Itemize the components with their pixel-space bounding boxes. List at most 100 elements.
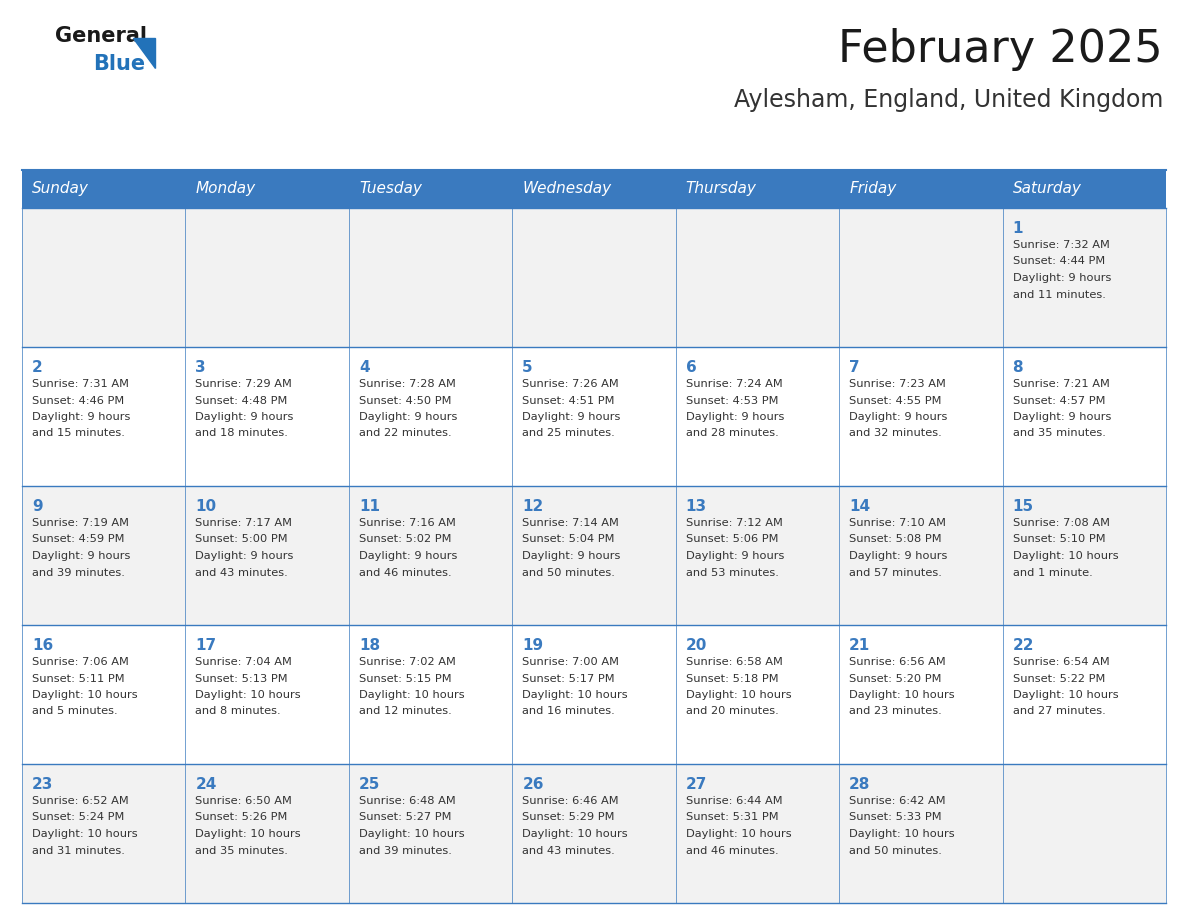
Text: 20: 20 xyxy=(685,638,707,653)
Text: and 5 minutes.: and 5 minutes. xyxy=(32,707,118,717)
Text: 16: 16 xyxy=(32,638,53,653)
Bar xyxy=(23,486,1165,625)
Text: Sunrise: 7:29 AM: Sunrise: 7:29 AM xyxy=(196,379,292,389)
Text: Daylight: 10 hours: Daylight: 10 hours xyxy=(32,829,138,839)
Text: Sunrise: 7:08 AM: Sunrise: 7:08 AM xyxy=(1012,518,1110,528)
Text: Sunrise: 6:58 AM: Sunrise: 6:58 AM xyxy=(685,657,783,667)
Text: Sunset: 5:17 PM: Sunset: 5:17 PM xyxy=(523,674,615,684)
Text: Sunset: 4:57 PM: Sunset: 4:57 PM xyxy=(1012,396,1105,406)
Text: Sunset: 5:24 PM: Sunset: 5:24 PM xyxy=(32,812,125,823)
Text: Aylesham, England, United Kingdom: Aylesham, England, United Kingdom xyxy=(734,88,1163,112)
Text: Monday: Monday xyxy=(196,182,255,196)
Text: Daylight: 10 hours: Daylight: 10 hours xyxy=(849,829,955,839)
Text: 4: 4 xyxy=(359,360,369,375)
Text: Daylight: 9 hours: Daylight: 9 hours xyxy=(1012,412,1111,422)
Text: 18: 18 xyxy=(359,638,380,653)
Text: and 39 minutes.: and 39 minutes. xyxy=(359,845,451,856)
Bar xyxy=(23,170,185,208)
Text: 22: 22 xyxy=(1012,638,1034,653)
Text: Sunrise: 7:10 AM: Sunrise: 7:10 AM xyxy=(849,518,946,528)
Text: and 46 minutes.: and 46 minutes. xyxy=(359,567,451,577)
Text: and 20 minutes.: and 20 minutes. xyxy=(685,707,778,717)
Text: Wednesday: Wednesday xyxy=(523,182,612,196)
Text: and 46 minutes.: and 46 minutes. xyxy=(685,845,778,856)
Text: Sunrise: 7:14 AM: Sunrise: 7:14 AM xyxy=(523,518,619,528)
Text: and 50 minutes.: and 50 minutes. xyxy=(849,845,942,856)
Text: 3: 3 xyxy=(196,360,206,375)
Text: Sunset: 5:29 PM: Sunset: 5:29 PM xyxy=(523,812,614,823)
Text: Sunrise: 7:04 AM: Sunrise: 7:04 AM xyxy=(196,657,292,667)
Text: and 53 minutes.: and 53 minutes. xyxy=(685,567,778,577)
Text: Sunrise: 7:16 AM: Sunrise: 7:16 AM xyxy=(359,518,456,528)
Text: 12: 12 xyxy=(523,499,544,514)
Text: Sunset: 5:10 PM: Sunset: 5:10 PM xyxy=(1012,534,1105,544)
Text: Sunrise: 7:31 AM: Sunrise: 7:31 AM xyxy=(32,379,129,389)
Text: Sunset: 5:06 PM: Sunset: 5:06 PM xyxy=(685,534,778,544)
Text: Sunset: 5:33 PM: Sunset: 5:33 PM xyxy=(849,812,942,823)
Text: Sunrise: 7:23 AM: Sunrise: 7:23 AM xyxy=(849,379,946,389)
Text: and 31 minutes.: and 31 minutes. xyxy=(32,845,125,856)
Text: Thursday: Thursday xyxy=(685,182,757,196)
Text: 8: 8 xyxy=(1012,360,1023,375)
Text: 24: 24 xyxy=(196,777,216,792)
Text: 17: 17 xyxy=(196,638,216,653)
Text: Daylight: 10 hours: Daylight: 10 hours xyxy=(685,690,791,700)
Bar xyxy=(23,208,1165,347)
Text: Daylight: 10 hours: Daylight: 10 hours xyxy=(849,690,955,700)
Text: 19: 19 xyxy=(523,638,543,653)
Bar xyxy=(349,170,512,208)
Text: Daylight: 9 hours: Daylight: 9 hours xyxy=(359,412,457,422)
Text: Sunrise: 6:56 AM: Sunrise: 6:56 AM xyxy=(849,657,946,667)
Text: Sunset: 4:59 PM: Sunset: 4:59 PM xyxy=(32,534,125,544)
Text: Sunrise: 7:32 AM: Sunrise: 7:32 AM xyxy=(1012,240,1110,250)
Text: Sunset: 5:02 PM: Sunset: 5:02 PM xyxy=(359,534,451,544)
Text: 7: 7 xyxy=(849,360,860,375)
Bar xyxy=(1003,170,1165,208)
Bar xyxy=(23,347,1165,486)
Text: Sunset: 5:15 PM: Sunset: 5:15 PM xyxy=(359,674,451,684)
Text: Sunset: 5:04 PM: Sunset: 5:04 PM xyxy=(523,534,614,544)
Text: Daylight: 10 hours: Daylight: 10 hours xyxy=(359,690,465,700)
Text: 6: 6 xyxy=(685,360,696,375)
Text: 1: 1 xyxy=(1012,221,1023,236)
Text: Daylight: 10 hours: Daylight: 10 hours xyxy=(523,829,628,839)
Text: Sunrise: 7:02 AM: Sunrise: 7:02 AM xyxy=(359,657,456,667)
Text: Sunset: 5:13 PM: Sunset: 5:13 PM xyxy=(196,674,287,684)
Text: Sunrise: 6:54 AM: Sunrise: 6:54 AM xyxy=(1012,657,1110,667)
Text: Daylight: 9 hours: Daylight: 9 hours xyxy=(196,551,293,561)
Text: and 43 minutes.: and 43 minutes. xyxy=(196,567,289,577)
Text: Daylight: 9 hours: Daylight: 9 hours xyxy=(196,412,293,422)
Text: Sunrise: 6:52 AM: Sunrise: 6:52 AM xyxy=(32,796,128,806)
Text: Daylight: 10 hours: Daylight: 10 hours xyxy=(32,690,138,700)
Text: Sunset: 4:44 PM: Sunset: 4:44 PM xyxy=(1012,256,1105,266)
Text: Sunrise: 7:21 AM: Sunrise: 7:21 AM xyxy=(1012,379,1110,389)
Polygon shape xyxy=(133,38,154,68)
Text: Sunrise: 7:00 AM: Sunrise: 7:00 AM xyxy=(523,657,619,667)
Text: Sunset: 4:50 PM: Sunset: 4:50 PM xyxy=(359,396,451,406)
Text: Sunset: 5:00 PM: Sunset: 5:00 PM xyxy=(196,534,287,544)
Text: Daylight: 10 hours: Daylight: 10 hours xyxy=(685,829,791,839)
Text: Daylight: 9 hours: Daylight: 9 hours xyxy=(1012,273,1111,283)
Text: Sunrise: 7:24 AM: Sunrise: 7:24 AM xyxy=(685,379,783,389)
Text: and 12 minutes.: and 12 minutes. xyxy=(359,707,451,717)
Text: Sunset: 4:53 PM: Sunset: 4:53 PM xyxy=(685,396,778,406)
Text: Daylight: 9 hours: Daylight: 9 hours xyxy=(849,412,948,422)
Text: Sunset: 4:51 PM: Sunset: 4:51 PM xyxy=(523,396,614,406)
Text: Sunrise: 7:26 AM: Sunrise: 7:26 AM xyxy=(523,379,619,389)
Text: Daylight: 9 hours: Daylight: 9 hours xyxy=(32,551,131,561)
Bar xyxy=(512,170,676,208)
Text: and 28 minutes.: and 28 minutes. xyxy=(685,429,778,439)
Text: 13: 13 xyxy=(685,499,707,514)
Text: Sunrise: 6:48 AM: Sunrise: 6:48 AM xyxy=(359,796,456,806)
Text: Sunrise: 6:50 AM: Sunrise: 6:50 AM xyxy=(196,796,292,806)
Text: Daylight: 9 hours: Daylight: 9 hours xyxy=(685,551,784,561)
Text: and 25 minutes.: and 25 minutes. xyxy=(523,429,615,439)
Text: February 2025: February 2025 xyxy=(839,28,1163,71)
Text: and 15 minutes.: and 15 minutes. xyxy=(32,429,125,439)
Text: 25: 25 xyxy=(359,777,380,792)
Text: Sunset: 5:18 PM: Sunset: 5:18 PM xyxy=(685,674,778,684)
Text: Sunset: 4:55 PM: Sunset: 4:55 PM xyxy=(849,396,942,406)
Text: Sunset: 4:46 PM: Sunset: 4:46 PM xyxy=(32,396,125,406)
Text: Daylight: 9 hours: Daylight: 9 hours xyxy=(849,551,948,561)
Text: 27: 27 xyxy=(685,777,707,792)
